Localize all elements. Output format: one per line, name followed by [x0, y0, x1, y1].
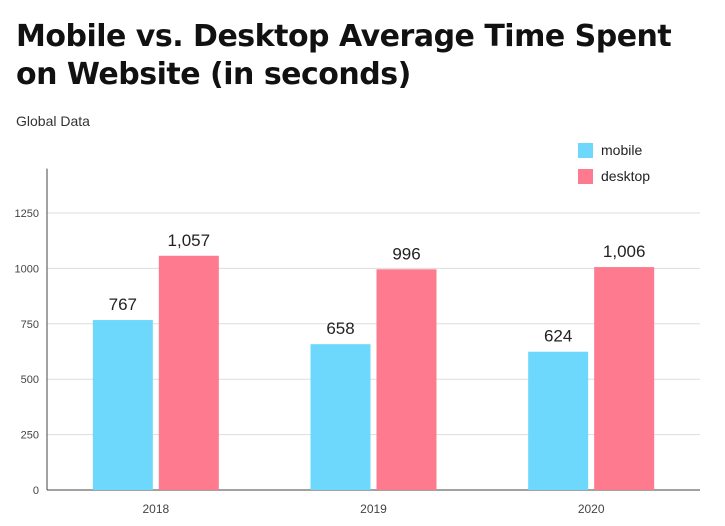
bar-mobile-2018	[92, 320, 153, 490]
legend-swatch-mobile	[578, 143, 593, 158]
bar-desktop-2020	[594, 267, 655, 490]
y-tick-label: 500	[21, 374, 39, 386]
legend-label-mobile: mobile	[601, 142, 642, 158]
y-tick-label: 0	[33, 485, 39, 497]
legend-label-desktop: desktop	[601, 168, 650, 184]
data-label-desktop-2019: 996	[392, 244, 420, 263]
data-label-mobile-2019: 658	[326, 319, 354, 338]
data-label-desktop-2020: 1,006	[603, 242, 646, 261]
y-tick-label: 1250	[15, 208, 39, 220]
x-tick-label: 2020	[578, 502, 605, 516]
y-tick-label: 250	[21, 430, 39, 442]
data-label-desktop-2018: 1,057	[168, 231, 211, 250]
y-tick-label: 750	[21, 319, 39, 331]
x-tick-label: 2018	[142, 502, 169, 516]
x-tick-label: 2019	[360, 502, 387, 516]
chart-title: Mobile vs. Desktop Average Time Spent on…	[16, 19, 672, 92]
bar-desktop-2019	[376, 269, 437, 490]
legend-swatch-desktop	[578, 169, 593, 184]
chart-subtitle: Global Data	[16, 113, 90, 129]
bar-desktop-2018	[158, 255, 219, 490]
y-tick-label: 1000	[15, 263, 39, 275]
bar-mobile-2020	[528, 351, 589, 490]
data-label-mobile-2020: 624	[544, 327, 572, 346]
data-label-mobile-2018: 767	[109, 295, 137, 314]
bar-mobile-2019	[310, 344, 371, 490]
